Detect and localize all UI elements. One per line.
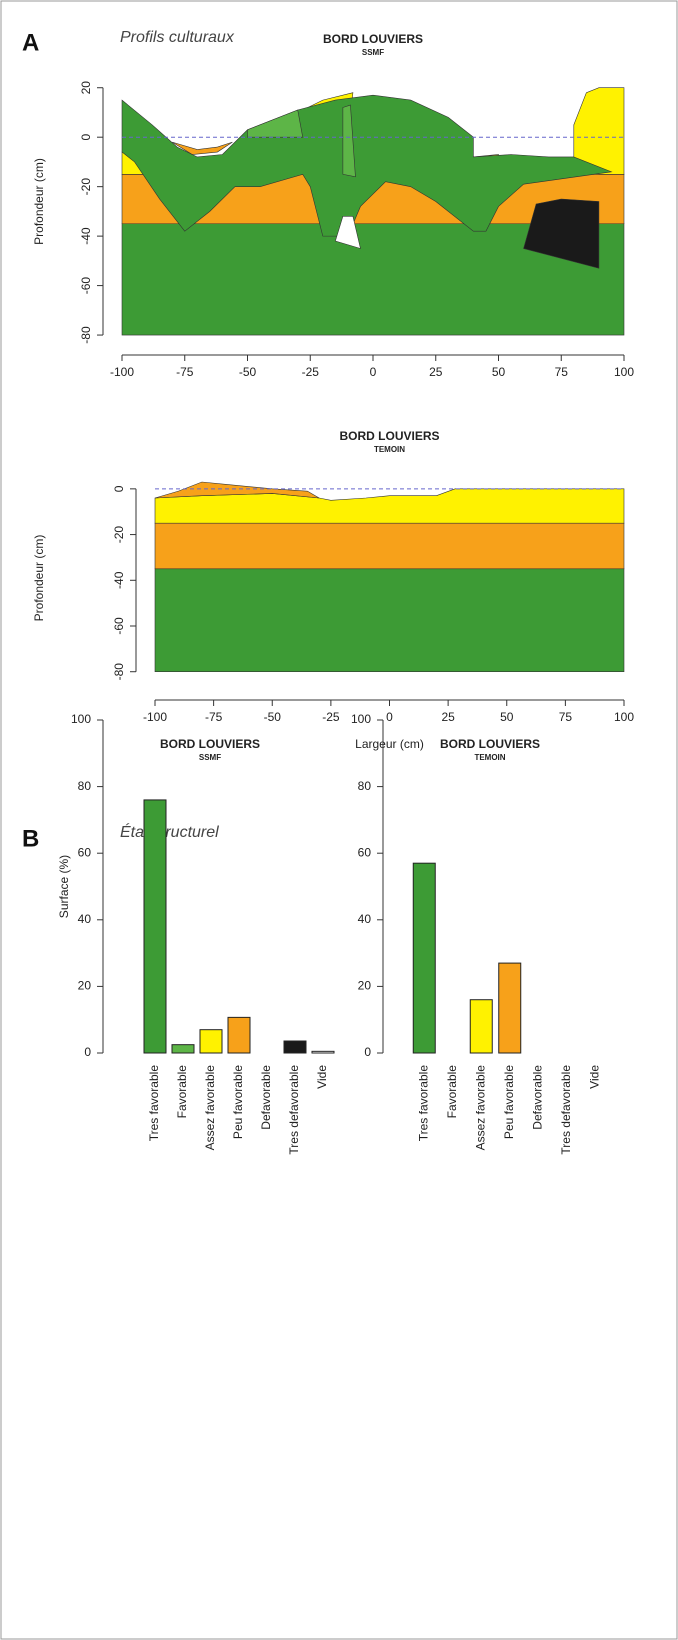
- bar: [498, 962, 522, 1054]
- soil-zone: [121, 223, 625, 336]
- chart-title: BORD LOUVIERS: [339, 429, 439, 443]
- x-tick-label: Tres defavorable: [287, 1065, 301, 1155]
- x-tick-label: Tres favorable: [416, 1065, 430, 1142]
- x-tick-label: Vide: [315, 1065, 329, 1089]
- y-tick-label: 60: [78, 845, 92, 859]
- soil-zone: [154, 568, 625, 673]
- y-tick-label: -80: [112, 663, 126, 681]
- y-tick-label: 0: [112, 485, 126, 492]
- panel-caption: État structurel: [120, 822, 219, 841]
- x-tick-label: 25: [429, 365, 443, 379]
- x-tick-label: Vide: [587, 1065, 601, 1089]
- y-tick-label: 0: [84, 1045, 91, 1059]
- x-tick-label: 0: [370, 365, 377, 379]
- bar: [227, 1016, 251, 1054]
- x-tick-label: 0: [386, 710, 393, 724]
- x-tick-label: 50: [492, 365, 506, 379]
- x-tick-label: 75: [555, 365, 569, 379]
- x-tick-label: Assez favorable: [203, 1065, 217, 1151]
- y-tick-label: -60: [112, 617, 126, 635]
- y-axis-label: Surface (%): [57, 855, 71, 918]
- x-tick-label: -50: [264, 710, 282, 724]
- y-tick-label: 80: [358, 779, 372, 793]
- bar: [469, 999, 493, 1054]
- soil-zone: [334, 216, 361, 249]
- y-tick-label: -80: [79, 326, 93, 344]
- x-tick-label: Favorable: [445, 1065, 459, 1119]
- soil-zone: [154, 481, 320, 499]
- chart-title: BORD LOUVIERS: [160, 737, 260, 751]
- x-tick-label: 100: [614, 365, 634, 379]
- y-axis-label: Profondeur (cm): [32, 535, 46, 622]
- panel-caption: Profils culturaux: [120, 29, 235, 46]
- y-tick-label: -20: [112, 526, 126, 544]
- x-tick-label: Peu favorable: [231, 1065, 245, 1139]
- y-tick-label: 20: [358, 979, 372, 993]
- chart-subtitle: SSMF: [199, 753, 221, 762]
- y-tick-label: 40: [358, 912, 372, 926]
- x-tick-label: Assez favorable: [473, 1065, 487, 1151]
- bar: [143, 799, 167, 1054]
- x-tick-label: 25: [441, 710, 455, 724]
- bar: [412, 862, 436, 1054]
- x-tick-label: Defavorable: [259, 1065, 273, 1130]
- x-tick-label: -25: [302, 365, 320, 379]
- y-axis-label: Profondeur (cm): [32, 158, 46, 245]
- x-tick-label: Favorable: [175, 1065, 189, 1119]
- y-tick-label: 60: [358, 845, 372, 859]
- x-tick-label: Defavorable: [530, 1065, 544, 1130]
- chart-subtitle: TEMOIN: [474, 753, 505, 762]
- soil-zone: [342, 104, 356, 178]
- x-tick-label: -25: [322, 710, 340, 724]
- x-tick-label: 75: [559, 710, 573, 724]
- soil-zone: [154, 522, 625, 570]
- y-tick-label: 80: [78, 779, 92, 793]
- x-tick-label: -100: [110, 365, 134, 379]
- y-tick-label: -20: [79, 178, 93, 196]
- x-tick-label: Tres favorable: [147, 1065, 161, 1142]
- y-tick-label: 20: [78, 979, 92, 993]
- bar: [283, 1040, 307, 1054]
- x-tick-label: -75: [205, 710, 223, 724]
- x-axis-label: Largeur (cm): [355, 737, 424, 751]
- bar: [311, 1050, 335, 1054]
- y-tick-label: -60: [79, 277, 93, 295]
- y-tick-label: 20: [79, 81, 93, 95]
- x-tick-label: -50: [239, 365, 257, 379]
- y-tick-label: 100: [351, 712, 371, 726]
- bar: [171, 1044, 195, 1054]
- soil-zone: [523, 198, 600, 269]
- x-tick-label: Peu favorable: [502, 1065, 516, 1139]
- chart-title: BORD LOUVIERS: [440, 737, 540, 751]
- panel-letter: B: [22, 825, 39, 852]
- y-tick-label: 100: [71, 712, 91, 726]
- y-tick-label: 40: [78, 912, 92, 926]
- chart-subtitle: TEMOIN: [374, 445, 405, 454]
- x-tick-label: Tres defavorable: [559, 1065, 573, 1155]
- chart-subtitle: SSMF: [362, 48, 384, 57]
- x-tick-label: -75: [176, 365, 194, 379]
- y-tick-label: 0: [364, 1045, 371, 1059]
- soil-zone: [247, 109, 304, 138]
- x-tick-label: 100: [614, 710, 634, 724]
- bar: [199, 1029, 223, 1054]
- y-tick-label: -40: [79, 227, 93, 245]
- x-tick-label: -100: [143, 710, 167, 724]
- x-tick-label: 50: [500, 710, 514, 724]
- panel-letter: A: [22, 29, 39, 56]
- y-tick-label: -40: [112, 571, 126, 589]
- soil-zone: [172, 141, 233, 155]
- chart-title: BORD LOUVIERS: [323, 32, 423, 46]
- y-tick-label: 0: [79, 134, 93, 141]
